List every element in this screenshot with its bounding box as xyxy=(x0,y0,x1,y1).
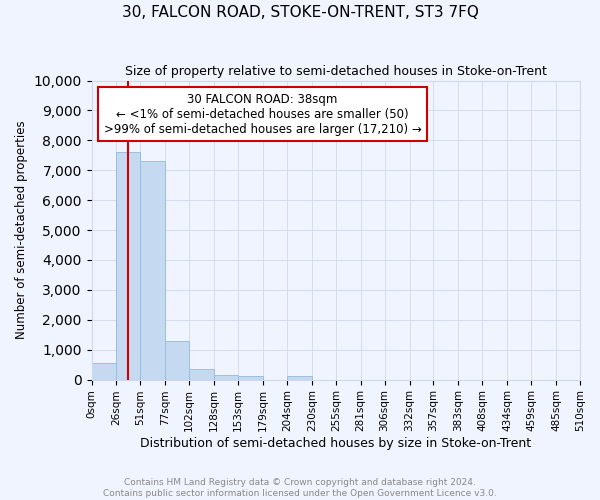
Y-axis label: Number of semi-detached properties: Number of semi-detached properties xyxy=(15,121,28,340)
Text: 30 FALCON ROAD: 38sqm
← <1% of semi-detached houses are smaller (50)
>99% of sem: 30 FALCON ROAD: 38sqm ← <1% of semi-deta… xyxy=(104,92,421,136)
Bar xyxy=(189,369,214,380)
Bar xyxy=(92,363,116,380)
Bar xyxy=(116,152,140,380)
Bar xyxy=(165,340,189,380)
Text: Contains HM Land Registry data © Crown copyright and database right 2024.
Contai: Contains HM Land Registry data © Crown c… xyxy=(103,478,497,498)
Text: 30, FALCON ROAD, STOKE-ON-TRENT, ST3 7FQ: 30, FALCON ROAD, STOKE-ON-TRENT, ST3 7FQ xyxy=(122,5,478,20)
Title: Size of property relative to semi-detached houses in Stoke-on-Trent: Size of property relative to semi-detach… xyxy=(125,65,547,78)
X-axis label: Distribution of semi-detached houses by size in Stoke-on-Trent: Distribution of semi-detached houses by … xyxy=(140,437,532,450)
Bar xyxy=(287,376,312,380)
Bar xyxy=(214,374,238,380)
Bar xyxy=(140,162,165,380)
Bar xyxy=(238,376,263,380)
